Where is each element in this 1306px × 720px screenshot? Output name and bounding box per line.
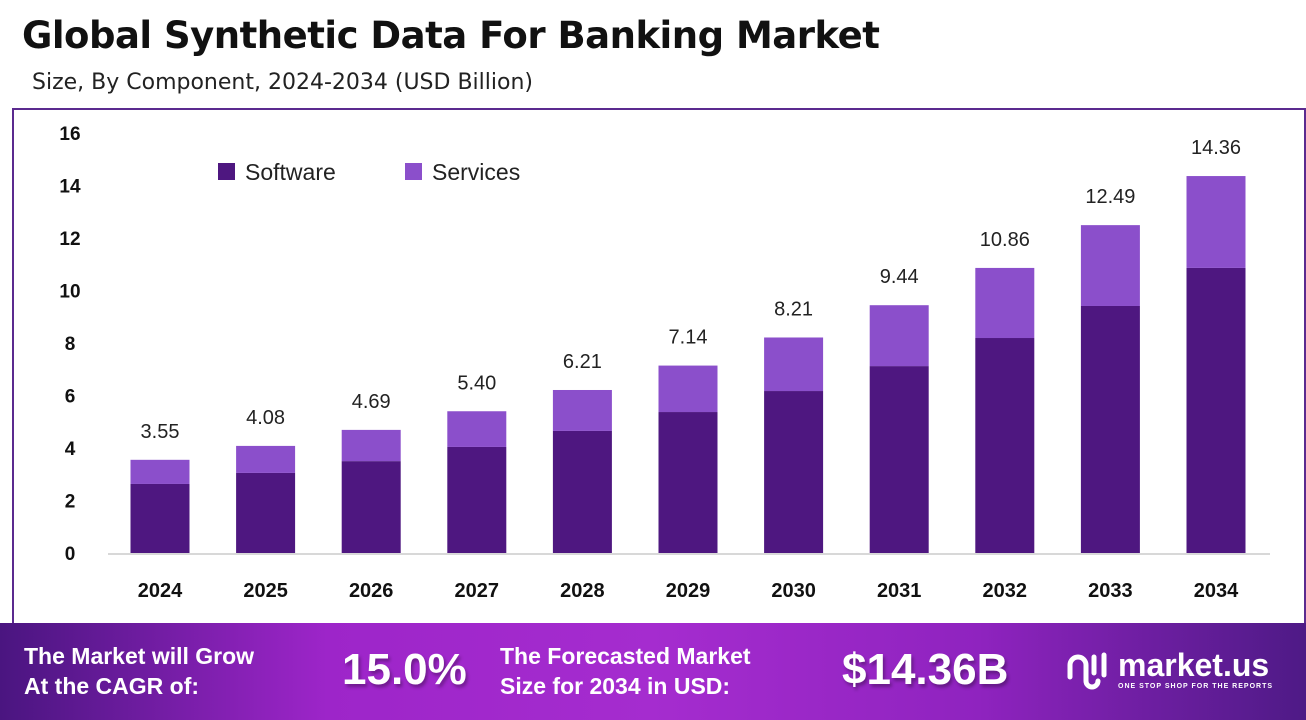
data-label-total: 3.55	[141, 421, 180, 443]
bar-segment-services	[975, 267, 1035, 339]
cagr-label: The Market will Grow At the CAGR of:	[24, 641, 254, 701]
x-tick-label: 2027	[455, 580, 500, 602]
bar-segment-software	[236, 472, 296, 553]
data-label-total: 12.49	[1085, 186, 1135, 208]
y-tick-label: 10	[59, 282, 80, 303]
y-tick-label: 14	[59, 177, 81, 198]
bar-segment-services	[658, 365, 718, 413]
bar-segment-software	[658, 412, 718, 553]
data-label-total: 8.21	[774, 298, 813, 320]
y-tick-label: 8	[65, 334, 76, 355]
y-tick-label: 6	[65, 387, 76, 408]
legend-label-software: Software	[245, 159, 336, 185]
bar-segment-services	[341, 429, 401, 462]
x-tick-label: 2032	[983, 580, 1028, 602]
data-label-total: 14.36	[1191, 137, 1241, 159]
data-label-total: 6.21	[563, 351, 602, 373]
x-tick-label: 2031	[877, 580, 922, 602]
bar-segment-software	[341, 461, 401, 553]
data-label-total: 4.08	[246, 407, 285, 429]
x-tick-label: 2026	[349, 580, 394, 602]
bar-segment-software	[130, 483, 190, 553]
x-tick-label: 2030	[771, 580, 816, 602]
forecast-label-line1: The Forecasted Market	[500, 643, 751, 669]
y-tick-label: 0	[65, 544, 76, 565]
data-label-total: 5.40	[457, 372, 496, 394]
bar-segment-software	[1186, 267, 1246, 553]
bar-segment-software	[764, 391, 824, 553]
brand-tagline: ONE STOP SHOP FOR THE REPORTS	[1118, 682, 1274, 690]
cagr-label-line2: At the CAGR of:	[24, 673, 200, 699]
data-label-total: 9.44	[880, 266, 919, 288]
bar-segment-services	[236, 445, 296, 473]
forecast-label: The Forecasted Market Size for 2034 in U…	[500, 641, 751, 701]
cagr-value: 15.0%	[342, 645, 467, 694]
y-tick-label: 2	[65, 492, 76, 513]
cagr-label-line1: The Market will Grow	[24, 643, 255, 669]
forecast-label-line2: Size for 2034 in USD:	[500, 673, 731, 699]
chart-title: Global Synthetic Data For Banking Market	[22, 14, 880, 57]
y-tick-label: 16	[59, 124, 80, 145]
x-tick-label: 2033	[1088, 580, 1133, 602]
stacked-bar-chart: 0 2 4 6 8 10 12 14 16 3.55 2024 4.08 2025 4.69 2026 5.4…	[59, 124, 1270, 602]
chart-frame	[12, 108, 1306, 630]
chart-subtitle: Size, By Component, 2024-2034 (USD Billi…	[32, 70, 533, 95]
data-label-total: 7.14	[669, 327, 708, 349]
bar-segment-services	[764, 337, 824, 392]
forecast-value: $14.36B	[842, 645, 1009, 694]
y-tick-label: 4	[65, 439, 76, 460]
bar-segment-services	[130, 459, 190, 484]
x-tick-label: 2028	[560, 580, 605, 602]
brand-logo: market.us ONE STOP SHOP FOR THE REPORTS	[1064, 647, 1273, 691]
bar-segment-services	[447, 411, 507, 447]
bar-segment-software	[869, 366, 929, 553]
data-label-total: 4.69	[352, 391, 391, 413]
market-us-logo-icon	[1067, 652, 1107, 690]
bar-segment-services	[552, 389, 612, 431]
bar-segment-software	[552, 430, 612, 553]
x-tick-label: 2029	[666, 580, 711, 602]
legend-label-services: Services	[432, 159, 520, 185]
legend-swatch-services	[405, 163, 422, 180]
data-label-total: 10.86	[980, 229, 1030, 251]
bar-segment-software	[447, 446, 507, 553]
brand-name: market.us	[1118, 646, 1270, 683]
x-tick-label: 2025	[243, 580, 288, 602]
bar-segment-software	[1080, 305, 1140, 553]
bar-segment-services	[1186, 176, 1246, 268]
footer-banner: The Market will Grow At the CAGR of: 15.…	[0, 623, 1306, 720]
bar-segment-services	[869, 305, 929, 367]
legend-swatch-software	[218, 163, 235, 180]
bar-segment-software	[975, 338, 1035, 553]
x-tick-label: 2024	[138, 580, 183, 602]
y-tick-label: 12	[59, 229, 80, 250]
x-tick-label: 2034	[1194, 580, 1239, 602]
bar-segment-services	[1080, 225, 1140, 306]
